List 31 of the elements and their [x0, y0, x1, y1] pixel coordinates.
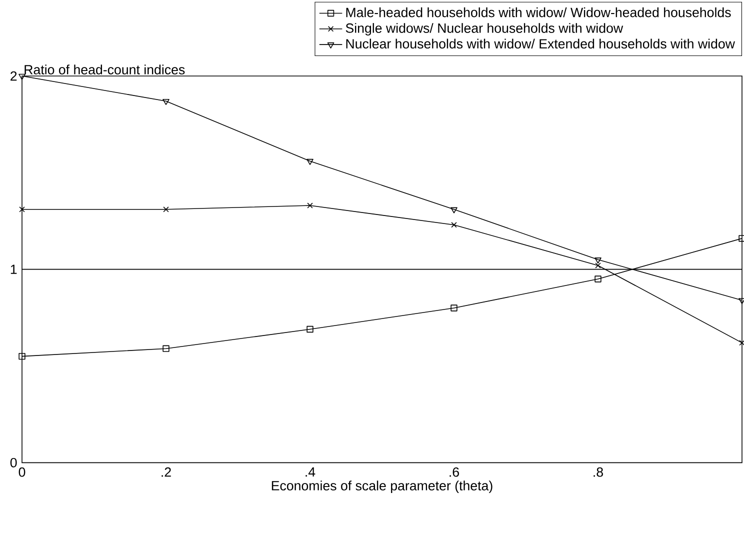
point	[739, 340, 744, 346]
x-tick-label: 0	[18, 467, 26, 477]
x-tick-label: .6	[450, 467, 459, 477]
point	[451, 222, 457, 228]
point	[594, 276, 602, 282]
legend-label: Single widows/ Nuclear households with widow	[346, 23, 624, 36]
point	[738, 235, 744, 242]
point	[307, 202, 313, 208]
point	[738, 298, 744, 304]
point	[595, 262, 601, 268]
point	[162, 345, 170, 352]
y-tick-label: 2	[10, 71, 17, 81]
x-tick-label: .4	[306, 467, 316, 477]
x-axis-title: Economies of scale parameter (theta)	[272, 480, 492, 494]
point	[18, 74, 26, 80]
point	[306, 326, 314, 333]
point	[19, 206, 25, 212]
point	[18, 353, 26, 360]
point	[450, 304, 458, 312]
y-tick-label: 0	[10, 458, 17, 468]
point	[162, 99, 170, 105]
legend-label: Male-headed households with widow/ Widow-headed households	[346, 7, 731, 18]
point	[306, 158, 314, 165]
x-tick-label: .8	[594, 467, 603, 477]
legend-label: Nuclear households with widow/ Extended households with widow	[346, 38, 736, 49]
point	[163, 206, 169, 212]
point	[594, 258, 602, 264]
y-axis-title: Ratio of head-count indices	[24, 64, 185, 74]
x-tick-label: .2	[162, 467, 171, 477]
y-tick-label: 1	[10, 264, 17, 274]
point	[450, 207, 458, 214]
